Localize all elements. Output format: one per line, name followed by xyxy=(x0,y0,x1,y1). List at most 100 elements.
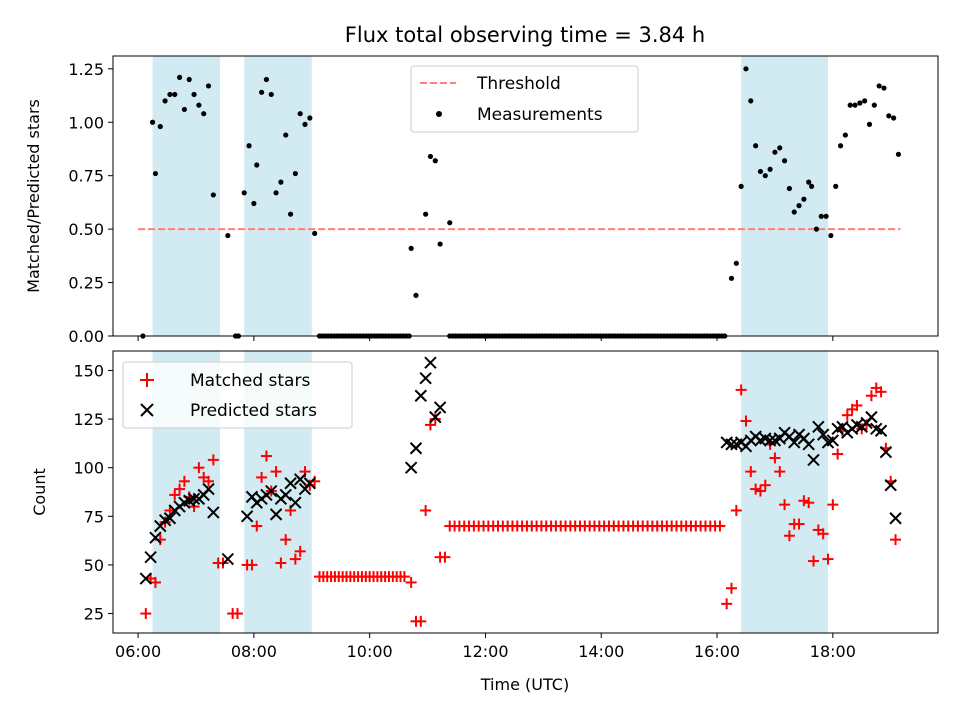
measurement-point xyxy=(891,115,896,120)
measurement-point xyxy=(283,132,288,137)
matched-star-point xyxy=(406,577,417,588)
measurement-point xyxy=(828,233,833,238)
measurement-point xyxy=(872,103,877,108)
top-legend: Threshold Measurements xyxy=(411,66,638,132)
measurement-point xyxy=(848,103,853,108)
measurement-point xyxy=(787,186,792,191)
y-tick-label: 0.25 xyxy=(68,274,104,293)
measurement-point xyxy=(857,100,862,105)
measurement-point xyxy=(278,180,283,185)
measurement-point xyxy=(809,184,814,189)
y-tick-label: 150 xyxy=(73,361,104,380)
x-tick-label: 06:00 xyxy=(115,642,161,661)
y-tick-label: 0.75 xyxy=(68,167,104,186)
measurement-point xyxy=(211,192,216,197)
measurement-point xyxy=(823,214,828,219)
measurement-point xyxy=(225,233,230,238)
measurement-point xyxy=(852,103,857,108)
bottom-y-axis-label: Count xyxy=(30,468,49,516)
matched-star-point xyxy=(140,608,151,619)
matched-star-point xyxy=(827,499,838,510)
top-y-ticks: 0.000.250.500.751.001.25 xyxy=(68,60,113,346)
measurement-point xyxy=(423,212,428,217)
measurement-point xyxy=(251,201,256,206)
x-tick-label: 08:00 xyxy=(231,642,277,661)
measurement-point xyxy=(158,124,163,129)
measurement-point xyxy=(734,261,739,266)
predicted-star-point xyxy=(406,462,417,473)
measurement-point xyxy=(182,107,187,112)
matched-star-point xyxy=(832,449,843,460)
observing-interval-band xyxy=(244,56,312,336)
measurement-point xyxy=(768,167,773,172)
measurement-point xyxy=(269,92,274,97)
measurement-point xyxy=(763,173,768,178)
measurement-point xyxy=(187,77,192,82)
measurement-point xyxy=(273,190,278,195)
measurement-point xyxy=(264,77,269,82)
observing-interval-band xyxy=(153,56,221,336)
observing-interval-band xyxy=(741,56,828,336)
measurement-point xyxy=(758,169,763,174)
measurement-point xyxy=(293,171,298,176)
bottom-x-ticks: 06:00 08:00 10:00 12:00 14:00 16:00 18:00 xyxy=(115,633,856,661)
measurement-point xyxy=(288,212,293,217)
top-panel: 0.00 0.25 0.50 0.75 1.00 1.25 Matched/Predict… xyxy=(24,56,938,346)
measurement-point xyxy=(772,150,777,155)
top-y-axis-label: Matched/Predicted stars xyxy=(24,99,43,293)
legend-predicted-label: Predicted stars xyxy=(190,401,317,421)
measurement-point xyxy=(447,220,452,225)
measurement-point xyxy=(777,145,782,150)
top-x-ticks xyxy=(138,336,833,341)
predicted-star-point xyxy=(415,390,426,401)
x-tick-label: 14:00 xyxy=(578,642,624,661)
measurement-point xyxy=(246,143,251,148)
measurement-point xyxy=(428,154,433,159)
measurement-point xyxy=(254,162,259,167)
measurement-point xyxy=(739,184,744,189)
measurement-point xyxy=(163,98,168,103)
measurement-point xyxy=(838,143,843,148)
measurement-point xyxy=(886,113,891,118)
matched-star-point xyxy=(890,534,901,545)
measurement-point xyxy=(201,111,206,116)
measurement-point xyxy=(896,152,901,157)
measurement-point xyxy=(801,197,806,202)
measurement-point xyxy=(191,92,196,97)
measurement-point xyxy=(881,85,886,90)
y-tick-label: 1.25 xyxy=(68,60,104,79)
measurement-point xyxy=(167,92,172,97)
measurement-point xyxy=(729,276,734,281)
y-tick-label: 75 xyxy=(84,507,104,526)
measurement-point xyxy=(743,66,748,71)
measurement-point xyxy=(782,158,787,163)
y-tick-label: 0.50 xyxy=(68,220,104,239)
matched-star-point xyxy=(420,505,431,516)
measurement-point xyxy=(302,122,307,127)
bottom-y-ticks: 25 50 75 100 125 150 xyxy=(73,361,113,623)
observing-interval-band xyxy=(741,351,828,633)
bottom-panel: 25 50 75 100 125 150 06:00 08:00 10:00 12:00 14:0… xyxy=(30,351,938,694)
measurement-point xyxy=(413,293,418,298)
x-tick-label: 18:00 xyxy=(810,642,856,661)
measurement-point xyxy=(438,241,443,246)
measurement-point xyxy=(843,132,848,137)
legend-measurements-label: Measurements xyxy=(477,105,603,125)
measurement-point xyxy=(150,120,155,125)
measurement-point xyxy=(877,83,882,88)
matched-star-point xyxy=(731,505,742,516)
measurement-point xyxy=(792,209,797,214)
chart-title: Flux total observing time = 3.84 h xyxy=(345,23,705,47)
x-axis-label: Time (UTC) xyxy=(480,675,569,694)
measurement-point xyxy=(862,98,867,103)
x-tick-label: 16:00 xyxy=(694,642,740,661)
y-tick-label: 0.00 xyxy=(68,327,104,346)
measurement-point xyxy=(298,111,303,116)
measurement-point xyxy=(153,171,158,176)
measurement-point xyxy=(833,184,838,189)
measurement-point xyxy=(433,158,438,163)
measurement-point xyxy=(206,83,211,88)
y-tick-label: 100 xyxy=(73,459,104,478)
measurement-point xyxy=(748,98,753,103)
measurement-point xyxy=(242,190,247,195)
